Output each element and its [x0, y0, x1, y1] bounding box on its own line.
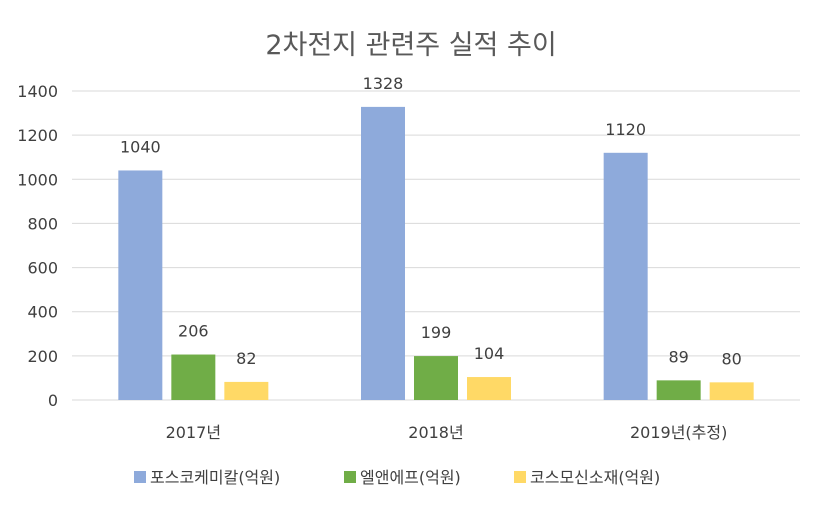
y-tick-label: 600: [27, 259, 58, 278]
legend-swatch: [514, 471, 526, 483]
y-tick-label: 0: [48, 391, 58, 410]
legend-label: 코스모신소재(억원): [530, 468, 660, 487]
legend-label: 엘앤에프(억원): [360, 468, 461, 487]
legend-label: 포스코케미칼(억원): [150, 468, 280, 487]
bar: [603, 152, 648, 400]
y-tick-label: 1400: [17, 82, 58, 101]
bar: [171, 354, 216, 400]
y-tick-label: 800: [27, 214, 58, 233]
bar: [709, 382, 754, 400]
bar: [656, 380, 701, 400]
data-label: 104: [474, 344, 505, 363]
y-tick-label: 1000: [17, 170, 58, 189]
x-tick-label: 2017년: [166, 423, 221, 442]
bar: [414, 356, 458, 400]
bar: [467, 377, 511, 400]
data-label: 1120: [605, 120, 646, 139]
data-label: 80: [721, 349, 741, 368]
data-label: 82: [236, 349, 256, 368]
data-label: 1040: [120, 137, 161, 156]
bar: [224, 381, 269, 400]
legend-swatch: [344, 471, 356, 483]
y-tick-label: 1200: [17, 126, 58, 145]
y-tick-label: 200: [27, 347, 58, 366]
chart-title: 2차전지 관련주 실적 추이: [265, 30, 556, 61]
x-tick-label: 2018년: [408, 423, 463, 442]
data-label: 206: [178, 322, 209, 341]
data-label: 1328: [363, 74, 404, 93]
bar: [361, 106, 405, 401]
x-tick-label: 2019년(추정): [630, 423, 727, 442]
data-label: 89: [668, 347, 688, 366]
data-label: 199: [421, 323, 452, 342]
legend-swatch: [134, 471, 146, 483]
bar: [118, 170, 163, 400]
y-tick-label: 400: [27, 303, 58, 322]
